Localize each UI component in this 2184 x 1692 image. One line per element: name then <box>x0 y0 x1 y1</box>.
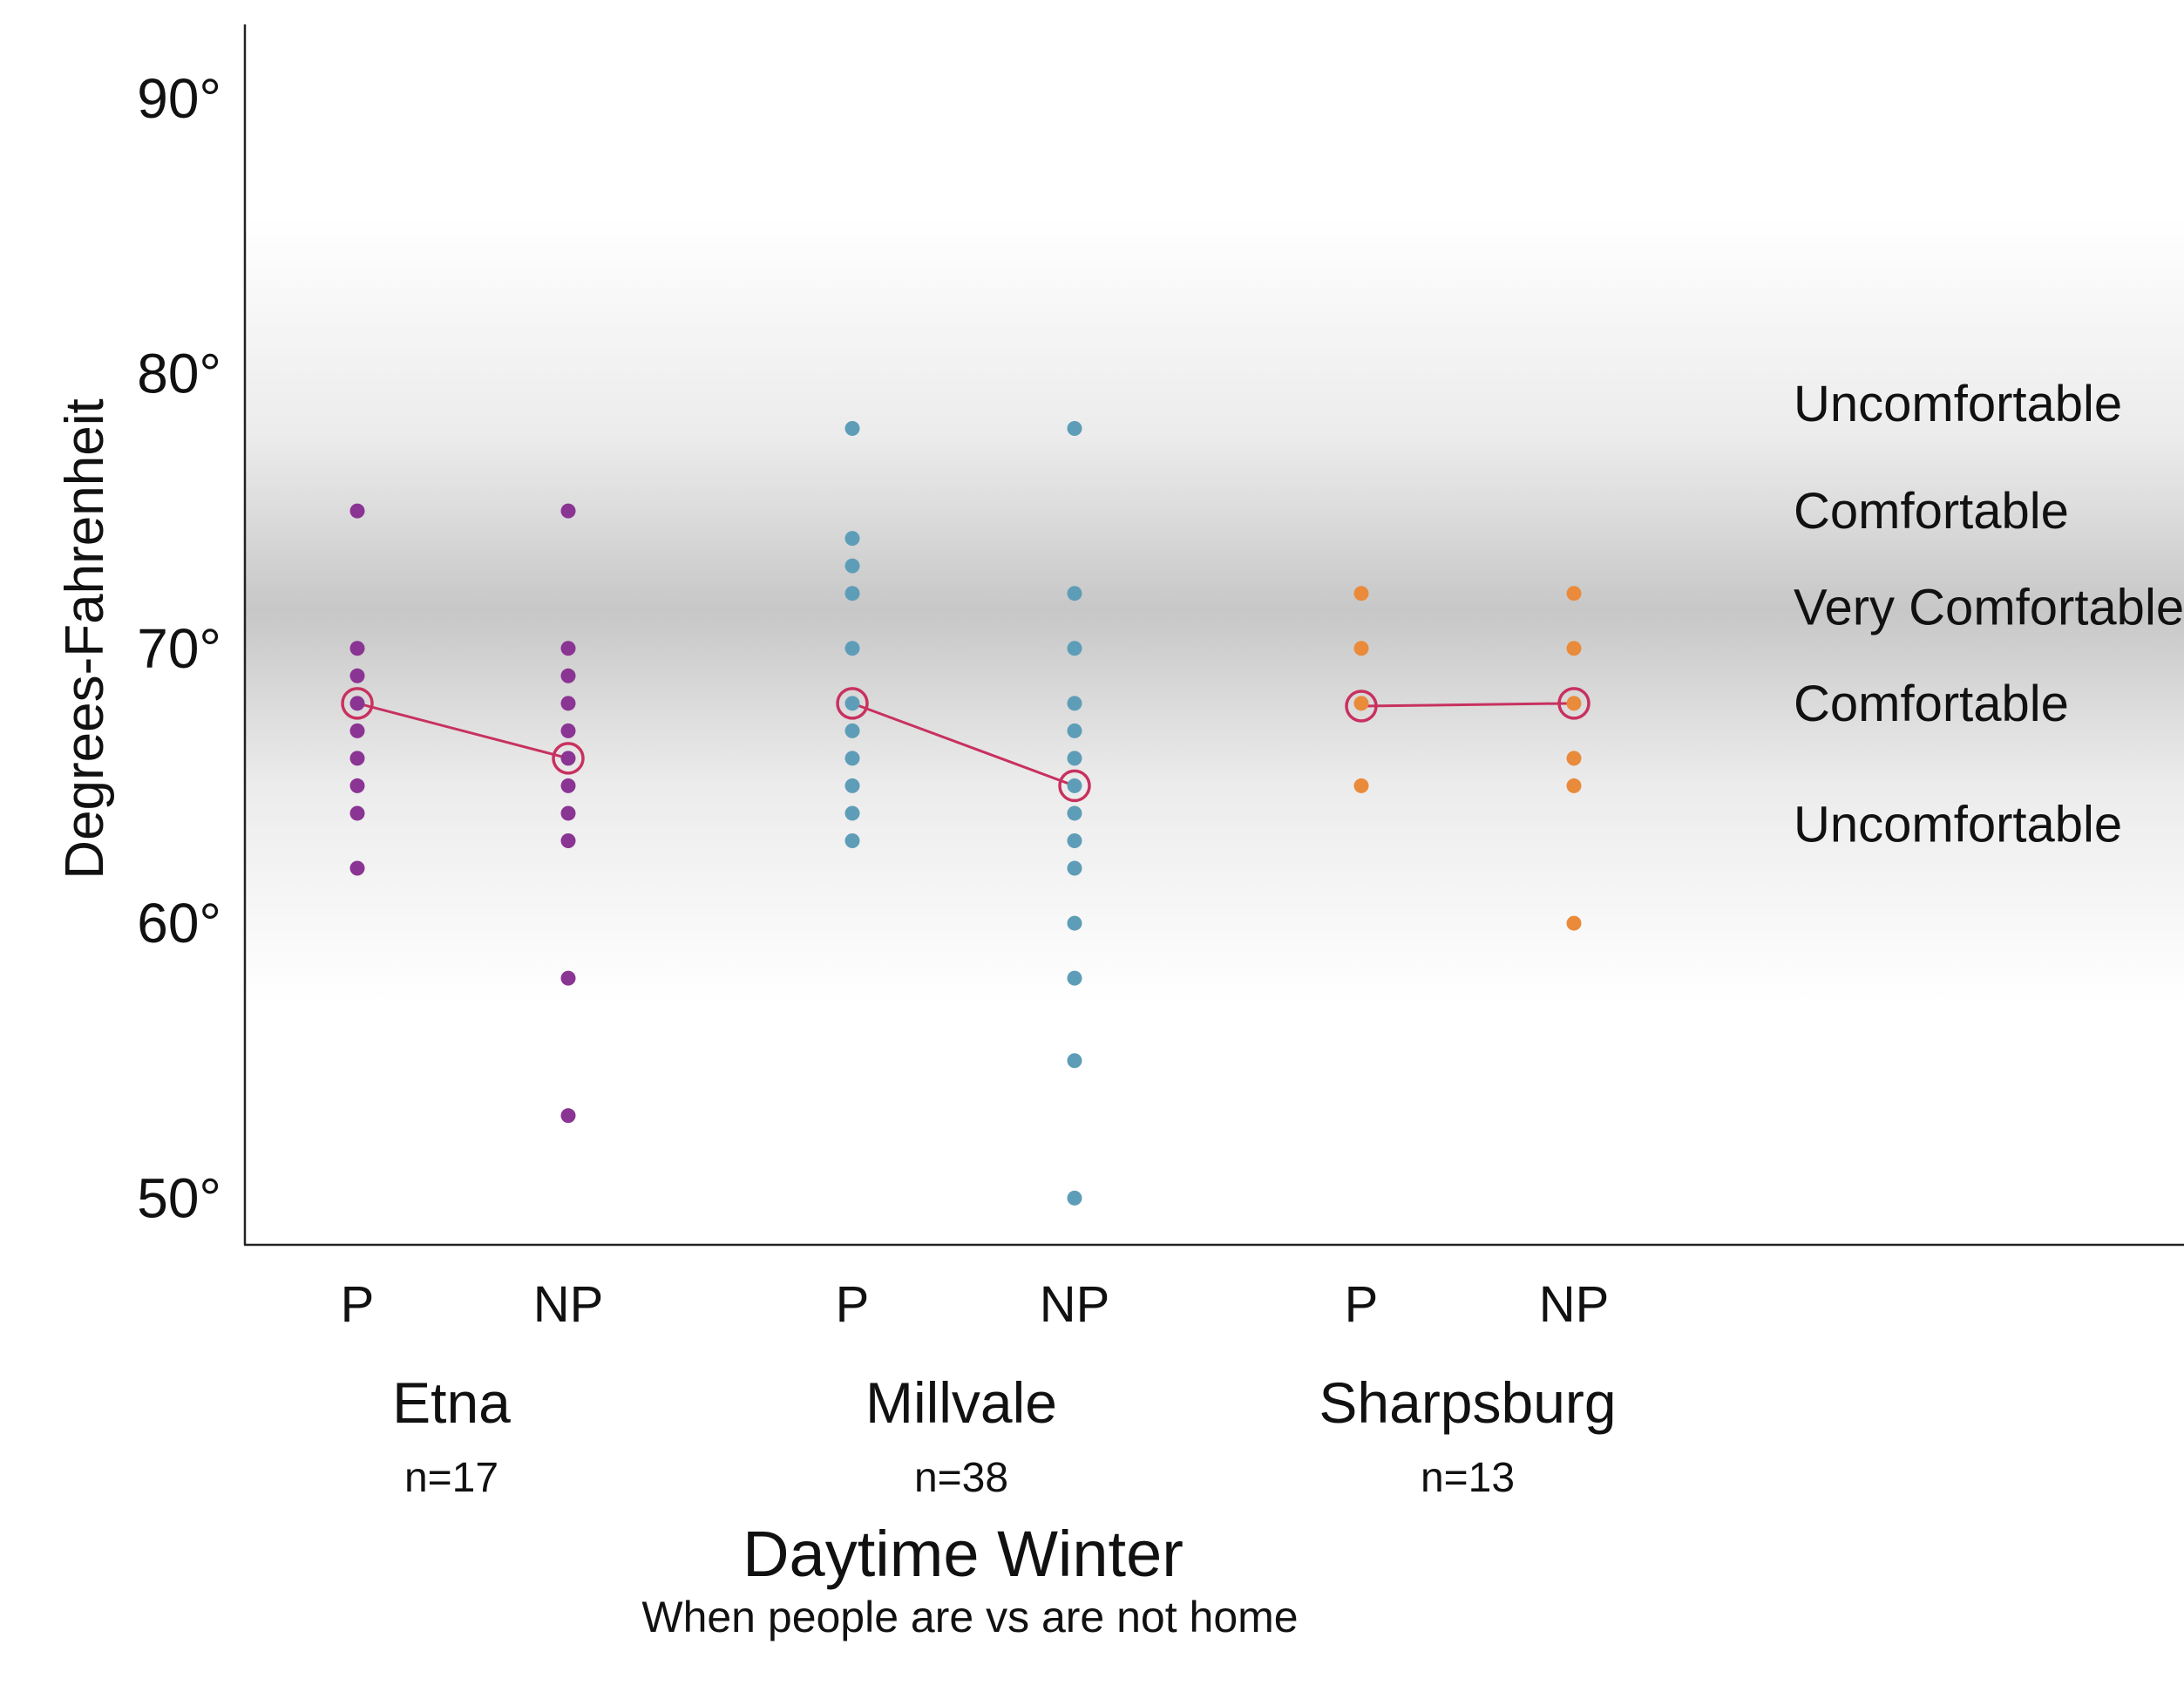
x-category-labels: P NP Etna n=17 P NP Millvale n=38 P NP Sharpsburg n… <box>341 1276 1617 1501</box>
data-point <box>844 723 860 738</box>
data-point <box>560 778 576 793</box>
data-point <box>349 805 365 821</box>
category-label: NP <box>1539 1276 1610 1333</box>
category-label: NP <box>1040 1276 1110 1333</box>
data-point <box>844 421 860 437</box>
data-point <box>1067 421 1082 437</box>
y-tick-label: 60° <box>137 892 221 955</box>
median-marker <box>1058 769 1091 803</box>
group-sharpsburg <box>1345 586 1591 931</box>
group-label: Sharpsburg <box>1319 1370 1616 1435</box>
sample-size-label: n=38 <box>914 1455 1008 1501</box>
y-tick-label: 50° <box>137 1166 221 1229</box>
data-point <box>1067 723 1082 738</box>
median-line <box>851 702 1075 787</box>
data-point <box>1067 1190 1082 1206</box>
data-point <box>844 531 860 547</box>
data-point <box>1353 586 1369 601</box>
group-etna <box>341 503 585 1124</box>
y-tick-labels: 50° 60° 70° 80° 90° <box>137 67 221 1229</box>
data-point <box>844 832 860 848</box>
y-tick-label: 90° <box>137 67 221 130</box>
data-point <box>560 1108 576 1124</box>
data-point <box>560 832 576 848</box>
comfort-band <box>245 218 2184 1002</box>
comfort-label: Comfortable <box>1794 483 2069 540</box>
data-point <box>349 668 365 683</box>
y-tick-label: 70° <box>137 617 221 680</box>
median-marker <box>1557 687 1591 720</box>
data-point <box>1566 641 1582 656</box>
data-point <box>349 503 365 519</box>
data-point <box>844 696 860 711</box>
y-tick-label: 80° <box>137 342 221 404</box>
data-point <box>1067 696 1082 711</box>
data-point <box>560 641 576 656</box>
data-point <box>1353 696 1369 711</box>
chart-title: Daytime Winter <box>743 1518 1184 1590</box>
data-point <box>1067 805 1082 821</box>
chart-subtitle: When people are vs are not home <box>641 1593 1298 1641</box>
median-line <box>1360 702 1575 708</box>
median-marker <box>341 687 374 720</box>
data-point <box>1353 778 1369 793</box>
median-marker <box>836 687 869 720</box>
median-marker <box>1345 690 1378 723</box>
data-point <box>560 503 576 519</box>
data-point <box>1067 860 1082 876</box>
data-point <box>560 696 576 711</box>
data-point <box>349 723 365 738</box>
group-label: Etna <box>392 1370 511 1435</box>
data-point <box>1067 778 1082 793</box>
sample-size-label: n=17 <box>404 1455 499 1501</box>
data-point <box>844 586 860 601</box>
data-point <box>560 970 576 986</box>
data-point <box>844 778 860 793</box>
comfort-label: Uncomfortable <box>1794 376 2122 432</box>
comfort-label: Comfortable <box>1794 676 2069 732</box>
data-series <box>341 421 1591 1206</box>
data-point <box>844 751 860 766</box>
data-point <box>844 641 860 656</box>
data-point <box>349 641 365 656</box>
data-point <box>349 778 365 793</box>
data-point <box>1566 751 1582 766</box>
data-point <box>1067 641 1082 656</box>
data-point <box>560 751 576 766</box>
category-label: P <box>836 1276 870 1333</box>
comfort-label: Uncomfortable <box>1794 797 2122 853</box>
data-point <box>1566 696 1582 711</box>
data-point <box>349 751 365 766</box>
data-point <box>349 860 365 876</box>
data-point <box>1566 778 1582 793</box>
data-point <box>1067 832 1082 848</box>
data-point <box>560 723 576 738</box>
data-point <box>560 805 576 821</box>
data-point <box>1566 586 1582 601</box>
category-label: P <box>341 1276 375 1333</box>
data-point <box>1566 915 1582 931</box>
data-point <box>1067 586 1082 601</box>
data-point <box>349 696 365 711</box>
data-point <box>560 668 576 683</box>
data-point <box>1067 970 1082 986</box>
data-point <box>844 805 860 821</box>
data-point <box>1353 641 1369 656</box>
y-axis-label: Degrees-Fahrenheit <box>55 398 115 879</box>
category-label: NP <box>533 1276 604 1333</box>
sample-size-label: n=13 <box>1421 1455 1515 1501</box>
median-marker <box>552 742 585 775</box>
group-label: Millvale <box>865 1370 1057 1435</box>
median-line <box>356 702 569 760</box>
data-point <box>844 558 860 574</box>
comfort-labels: Uncomfortable Comfortable Very Comfortable… <box>1794 376 2184 853</box>
data-point <box>1067 915 1082 931</box>
axes <box>243 24 2184 1247</box>
data-point <box>1067 1053 1082 1069</box>
comfort-label: Very Comfortable <box>1794 579 2184 635</box>
group-millvale <box>836 421 1091 1206</box>
category-label: P <box>1345 1276 1379 1333</box>
data-point <box>1067 751 1082 766</box>
